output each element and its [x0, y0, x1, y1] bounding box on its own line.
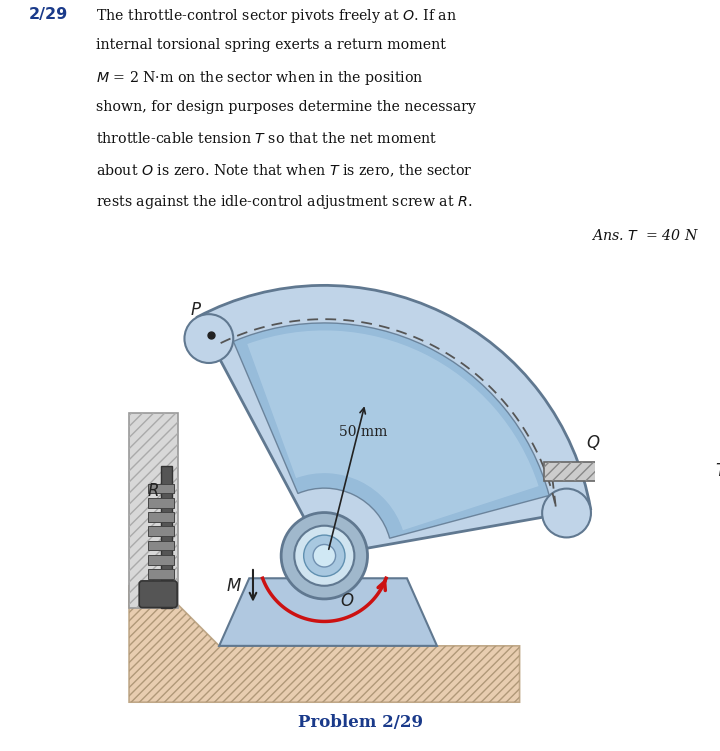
Polygon shape	[148, 569, 174, 579]
Polygon shape	[642, 462, 662, 481]
Polygon shape	[129, 586, 520, 702]
Circle shape	[184, 314, 233, 363]
Text: Ans. $T$  = 40 N: Ans. $T$ = 40 N	[591, 228, 699, 243]
Text: internal torsional spring exerts a return moment: internal torsional spring exerts a retur…	[96, 38, 446, 52]
Polygon shape	[148, 498, 174, 508]
FancyBboxPatch shape	[139, 581, 177, 608]
Circle shape	[281, 512, 367, 599]
Polygon shape	[148, 512, 174, 522]
Text: throttle-cable tension $T$ so that the net moment: throttle-cable tension $T$ so that the n…	[96, 131, 436, 146]
Circle shape	[313, 544, 336, 567]
Wedge shape	[197, 285, 590, 552]
Text: about $O$ is zero. Note that when $T$ is zero, the sector: about $O$ is zero. Note that when $T$ is…	[96, 162, 472, 179]
Circle shape	[294, 526, 354, 586]
Wedge shape	[233, 323, 549, 538]
Text: 50 mm: 50 mm	[339, 425, 388, 439]
Text: $Q$: $Q$	[586, 433, 600, 452]
Polygon shape	[148, 584, 174, 593]
Text: rests against the idle-control adjustment screw at $R$.: rests against the idle-control adjustmen…	[96, 193, 472, 211]
Polygon shape	[148, 555, 174, 565]
Polygon shape	[161, 466, 172, 608]
Text: $O$: $O$	[340, 593, 354, 611]
Text: Problem 2/29: Problem 2/29	[297, 713, 423, 731]
Polygon shape	[148, 541, 174, 550]
Polygon shape	[129, 413, 178, 608]
Polygon shape	[544, 462, 642, 481]
Text: shown, for design purposes determine the necessary: shown, for design purposes determine the…	[96, 100, 475, 114]
Polygon shape	[219, 578, 437, 646]
Polygon shape	[148, 484, 174, 493]
Text: $M$: $M$	[226, 578, 242, 596]
Text: $P$: $P$	[189, 301, 202, 318]
Circle shape	[304, 535, 345, 577]
Text: $R$: $R$	[147, 484, 159, 500]
Circle shape	[542, 489, 591, 538]
Wedge shape	[247, 330, 539, 530]
Text: $T$: $T$	[715, 463, 720, 480]
Text: The throttle-control sector pivots freely at $O$. If an: The throttle-control sector pivots freel…	[96, 7, 456, 25]
Polygon shape	[148, 526, 174, 536]
Text: $M$ = 2 N·m on the sector when in the position: $M$ = 2 N·m on the sector when in the po…	[96, 69, 423, 87]
Text: 2/29: 2/29	[29, 7, 68, 22]
